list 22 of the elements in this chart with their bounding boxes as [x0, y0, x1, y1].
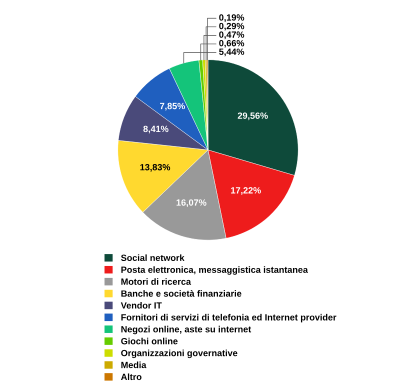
data-label: 16,07%	[176, 199, 206, 208]
legend-label: Fornitori di servizi di telefonia ed Internet provider	[121, 314, 336, 322]
legend-label: Banche e società finanziarie	[121, 290, 242, 297]
data-label: 5,44%	[219, 48, 244, 56]
data-label: 0,66%	[219, 40, 244, 48]
legend-label: Altro	[120, 373, 142, 380]
legend-label: Vendor IT	[120, 302, 162, 309]
legend-label: Giochi online	[121, 338, 178, 344]
data-label: 29,56%	[238, 112, 268, 120]
legend-label: Social network	[121, 254, 184, 262]
data-label: 17,22%	[231, 187, 261, 195]
data-label: 8,41%	[143, 126, 168, 134]
data-label: 0,19%	[219, 14, 244, 22]
data-label: 0,47%	[219, 31, 244, 40]
legend-label: Organizzazioni governative	[121, 350, 238, 358]
legend-label: Media	[121, 362, 146, 368]
legend-label: Posta elettronica, messaggistica istantanea	[121, 266, 308, 275]
data-label: 7,85%	[160, 102, 185, 111]
data-label: 0,29%	[219, 22, 244, 31]
legend-label: Negozi online, aste su internet	[121, 326, 252, 334]
data-label: 13,83%	[140, 164, 170, 172]
legend-label: Motori di ricerca	[121, 278, 192, 285]
